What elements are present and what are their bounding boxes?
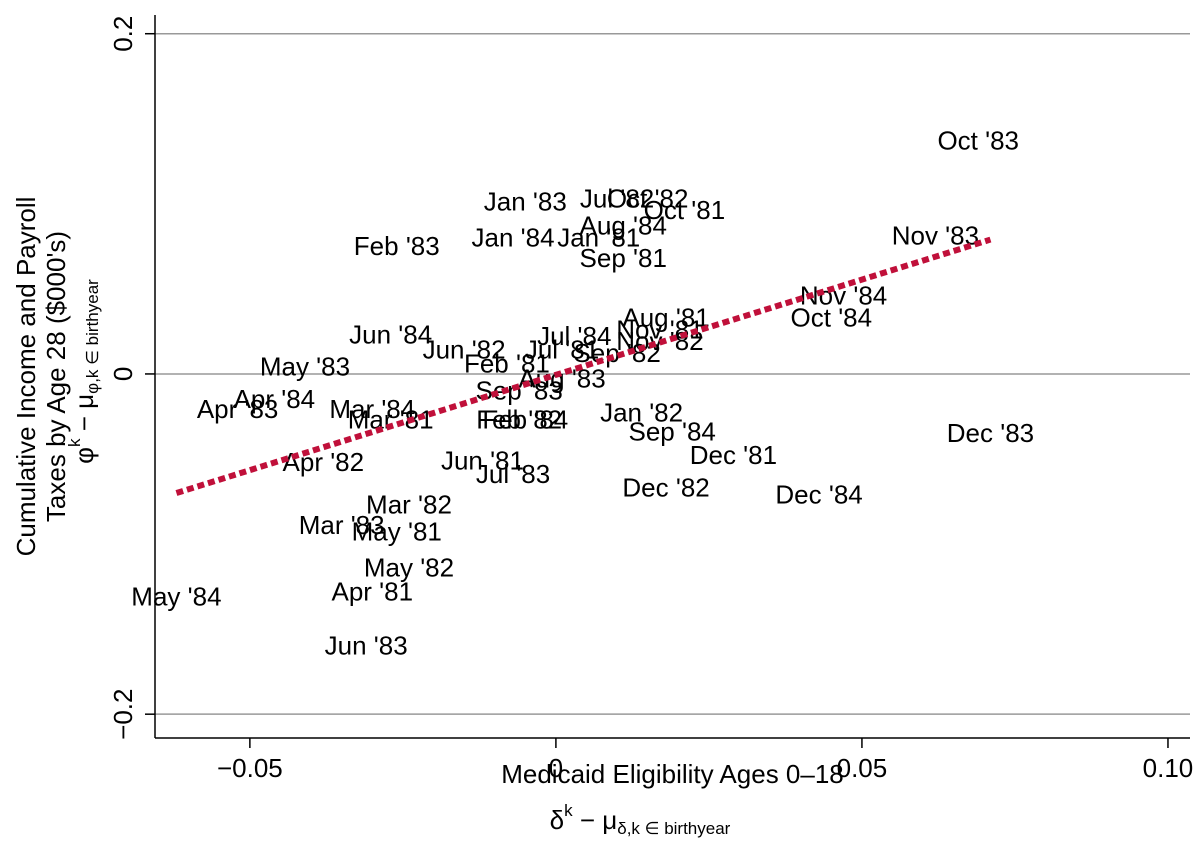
point-label: Sep '84	[629, 416, 716, 446]
point-label: Jan '81	[557, 222, 640, 252]
math-base: δ	[550, 805, 564, 835]
point-label: Nov '81	[616, 314, 703, 344]
math-sub: φ,k ∈ birthyear	[83, 279, 102, 394]
x-axis-title: Medicaid Eligibility Ages 0–18	[501, 759, 844, 789]
point-label: Sep '83	[475, 376, 562, 406]
math-sup: k	[65, 438, 84, 447]
point-label: Jan '83	[484, 187, 567, 217]
point-label: May '81	[352, 517, 442, 547]
point-label: Jan '82	[600, 398, 683, 428]
point-label: Dec '82	[622, 473, 709, 503]
point-label: Apr '83	[197, 394, 279, 424]
point-label: Mar '84	[329, 394, 415, 424]
point-label: Mar '83	[299, 510, 385, 540]
math-mid: − μ	[69, 394, 99, 439]
y-axis-title: Cumulative Income and Payroll	[11, 197, 41, 557]
math-mid: − μ	[573, 805, 618, 835]
point-label: Aug '81	[622, 302, 709, 332]
point-label: Oct '83	[937, 125, 1019, 155]
x-tick-label: 0.10	[1143, 753, 1194, 783]
y-tick-label: 0.2	[108, 16, 138, 52]
x-tick-label: 0.05	[837, 753, 888, 783]
point-label: Jul '84	[537, 321, 611, 351]
fit-line	[175, 236, 992, 496]
point-label: Jun '83	[325, 631, 408, 661]
y-axis-title: Taxes by Age 28 ($000's)	[41, 231, 71, 522]
point-label: Oct '82	[607, 183, 689, 213]
point-label: May '84	[131, 581, 221, 611]
point-label: Jul '83	[476, 459, 550, 489]
math-sub: δ,k ∈ birthyear	[617, 819, 730, 838]
point-label: Apr '84	[234, 384, 316, 414]
y-tick-label: 0	[108, 367, 138, 381]
point-label: Jul '81	[525, 335, 599, 365]
point-label: Aug '83	[518, 364, 605, 394]
point-label: Jun '82	[423, 335, 506, 365]
point-label: Dec '83	[947, 418, 1034, 448]
x-sublabel: δk − μδ,k ∈ birthyear	[550, 801, 731, 838]
point-label: Aug '84	[580, 211, 667, 241]
point-label: Sep '81	[580, 243, 667, 273]
point-label: May '82	[364, 552, 454, 582]
point-label: Dec '84	[775, 479, 862, 509]
point-label: Oct '81	[644, 195, 726, 225]
math-sup: k	[564, 801, 573, 820]
point-label: Apr '82	[283, 447, 365, 477]
point-label: Jan '84	[472, 222, 555, 252]
point-label: Apr '81	[331, 576, 413, 606]
y-sublabel: φk − μφ,k ∈ birthyear	[65, 279, 102, 464]
point-label: Mar '82	[366, 490, 452, 520]
point-label: Feb '83	[354, 231, 440, 261]
y-tick-label: −0.2	[108, 689, 138, 740]
point-label: Dec '81	[690, 440, 777, 470]
point-label: Feb '84	[482, 404, 568, 434]
point-label: Feb '82	[476, 404, 562, 434]
math-base: φ	[69, 447, 99, 464]
x-tick-label: 0	[549, 753, 563, 783]
point-label: Oct '84	[791, 302, 873, 332]
point-label: Jul '82	[580, 183, 654, 213]
point-label: Jun '84	[349, 319, 432, 349]
point-label: Jun '81	[441, 445, 524, 475]
point-label: May '83	[260, 352, 350, 382]
x-tick-label: −0.05	[217, 753, 283, 783]
point-label: Feb '81	[464, 348, 550, 378]
